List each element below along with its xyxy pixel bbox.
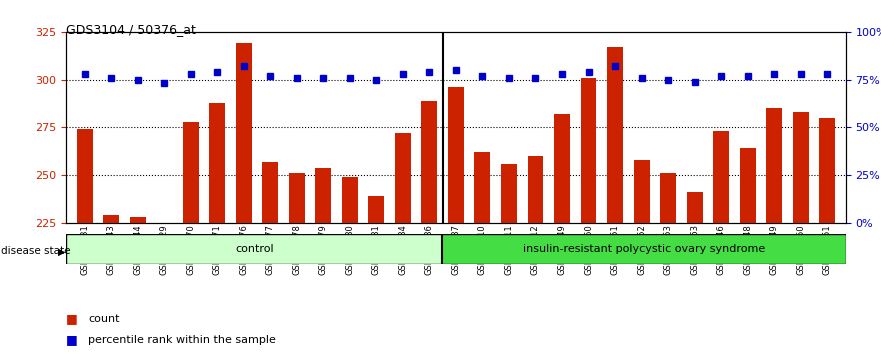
Bar xyxy=(395,133,411,354)
Text: ■: ■ xyxy=(66,333,78,346)
Text: GDS3104 / 50376_at: GDS3104 / 50376_at xyxy=(66,23,196,36)
Bar xyxy=(156,223,172,354)
Bar xyxy=(633,160,649,354)
Bar xyxy=(607,47,623,354)
Bar xyxy=(77,129,93,354)
Text: ■: ■ xyxy=(66,312,78,325)
Bar xyxy=(740,148,756,354)
Bar xyxy=(130,217,145,354)
Bar xyxy=(528,156,544,354)
Text: count: count xyxy=(88,314,120,324)
Bar xyxy=(421,101,437,354)
Bar xyxy=(368,196,384,354)
Bar xyxy=(554,114,570,354)
Bar xyxy=(448,87,464,354)
Bar xyxy=(315,167,331,354)
Bar xyxy=(819,118,835,354)
Bar xyxy=(182,122,199,354)
Bar xyxy=(793,112,809,354)
Bar xyxy=(263,162,278,354)
Bar xyxy=(581,78,596,354)
Text: ▶: ▶ xyxy=(58,246,66,256)
Bar xyxy=(686,193,702,354)
Text: disease state: disease state xyxy=(1,246,70,256)
Bar xyxy=(713,131,729,354)
Bar xyxy=(766,108,782,354)
Bar xyxy=(66,234,442,264)
Bar xyxy=(660,173,676,354)
Bar xyxy=(475,152,491,354)
Text: control: control xyxy=(235,244,274,254)
Bar xyxy=(342,177,358,354)
Bar xyxy=(289,173,305,354)
Bar xyxy=(501,164,517,354)
Text: percentile rank within the sample: percentile rank within the sample xyxy=(88,335,276,345)
Text: insulin-resistant polycystic ovary syndrome: insulin-resistant polycystic ovary syndr… xyxy=(523,244,766,254)
Bar xyxy=(442,234,846,264)
Bar xyxy=(210,103,226,354)
Bar xyxy=(236,43,252,354)
Bar xyxy=(103,215,119,354)
